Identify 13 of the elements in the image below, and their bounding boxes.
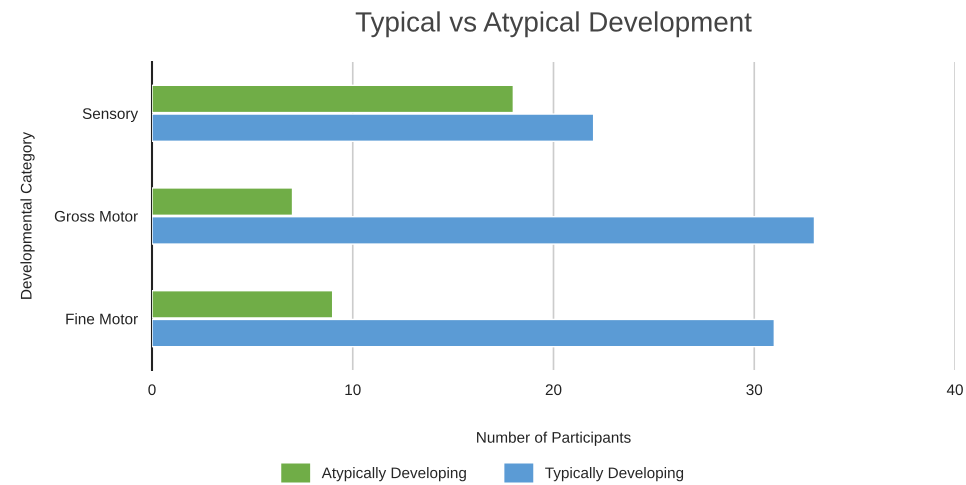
- legend-label: Typically Developing: [545, 467, 684, 482]
- x-tick-label: 40: [946, 384, 963, 396]
- x-axis-title: Number of Participants: [477, 432, 631, 446]
- x-tick-label: 0: [148, 384, 156, 396]
- x-tick-label: 30: [746, 384, 762, 396]
- y-tick-label: Sensory: [82, 108, 138, 122]
- y-tick-label: Fine Motor: [66, 313, 138, 324]
- x-tick-label: 10: [345, 384, 361, 396]
- y-tick-label: Gross Motor: [54, 210, 138, 222]
- chart-title: Typical vs Atypical Development: [356, 11, 752, 38]
- y-axis-title: Developmental Category: [20, 132, 35, 299]
- legend-label: Atypically Developing: [322, 467, 466, 482]
- x-tick-label: 20: [546, 384, 562, 396]
